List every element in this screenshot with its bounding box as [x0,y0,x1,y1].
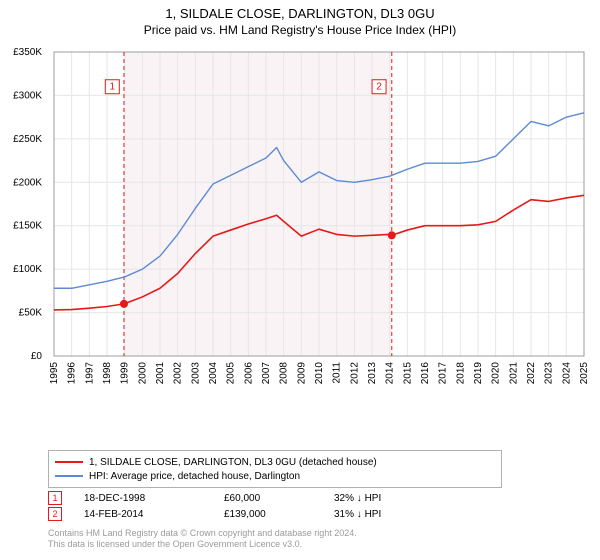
svg-text:2004: 2004 [208,362,219,385]
svg-text:1997: 1997 [84,362,95,385]
svg-text:2011: 2011 [332,362,343,384]
svg-text:2007: 2007 [261,362,272,385]
sale-row: 2 14-FEB-2014£139,00031% ↓ HPI [48,506,454,522]
legend-label: 1, SILDALE CLOSE, DARLINGTON, DL3 0GU (d… [89,457,377,468]
svg-text:2020: 2020 [491,362,502,385]
legend: 1, SILDALE CLOSE, DARLINGTON, DL3 0GU (d… [48,450,502,488]
svg-text:2000: 2000 [137,362,148,385]
svg-text:£0: £0 [31,351,43,362]
svg-text:2006: 2006 [243,362,254,385]
sale-marker-num: 2 [48,507,62,521]
sale-pct-vs-hpi: 31% ↓ HPI [334,509,454,520]
svg-text:2017: 2017 [438,362,449,385]
legend-item: 1, SILDALE CLOSE, DARLINGTON, DL3 0GU (d… [55,455,495,469]
svg-text:2019: 2019 [473,362,484,385]
svg-text:2014: 2014 [385,362,396,385]
svg-text:£200K: £200K [13,177,42,188]
svg-text:1996: 1996 [67,362,78,385]
svg-text:2013: 2013 [367,362,378,385]
svg-text:£150K: £150K [13,221,42,232]
svg-text:1999: 1999 [120,362,131,385]
svg-text:£350K: £350K [13,47,42,58]
title-subtitle: Price paid vs. HM Land Registry's House … [0,23,600,37]
legend-item: HPI: Average price, detached house, Darl… [55,469,495,483]
svg-text:2005: 2005 [226,362,237,385]
sale-price: £139,000 [224,509,334,520]
svg-text:£50K: £50K [19,308,43,319]
svg-text:£100K: £100K [13,264,42,275]
sale-marker-num: 1 [48,491,62,505]
sale-date: 14-FEB-2014 [84,509,224,520]
title-address: 1, SILDALE CLOSE, DARLINGTON, DL3 0GU [0,6,600,21]
sale-price: £60,000 [224,493,334,504]
svg-text:2008: 2008 [279,362,290,385]
sale-date: 18-DEC-1998 [84,493,224,504]
svg-text:2016: 2016 [420,362,431,385]
svg-text:2009: 2009 [296,362,307,385]
svg-text:2015: 2015 [402,362,413,385]
legend-swatch [55,461,83,463]
sale-pct-vs-hpi: 32% ↓ HPI [334,493,454,504]
svg-text:2025: 2025 [579,362,590,385]
svg-text:£250K: £250K [13,134,42,145]
license-line2: This data is licensed under the Open Gov… [48,539,357,550]
svg-text:1998: 1998 [102,362,113,385]
svg-text:2010: 2010 [314,362,325,385]
legend-label: HPI: Average price, detached house, Darl… [89,471,300,482]
license-line1: Contains HM Land Registry data © Crown c… [48,528,357,539]
svg-text:2003: 2003 [190,362,201,385]
svg-text:2001: 2001 [155,362,166,385]
svg-text:1: 1 [110,82,116,93]
license-text: Contains HM Land Registry data © Crown c… [48,528,357,551]
svg-text:2022: 2022 [526,362,537,385]
svg-text:2: 2 [376,82,382,93]
svg-text:2018: 2018 [455,362,466,385]
title-block: 1, SILDALE CLOSE, DARLINGTON, DL3 0GU Pr… [0,0,600,37]
svg-text:1995: 1995 [49,362,60,385]
legend-swatch [55,475,83,477]
svg-text:2023: 2023 [544,362,555,385]
svg-text:2024: 2024 [561,362,572,385]
svg-text:2002: 2002 [173,362,184,385]
price-chart: £0£50K£100K£150K£200K£250K£300K£350K1995… [48,48,588,398]
chart-container: 1, SILDALE CLOSE, DARLINGTON, DL3 0GU Pr… [0,0,600,560]
svg-text:£300K: £300K [13,90,42,101]
sale-row: 1 18-DEC-1998£60,00032% ↓ HPI [48,490,454,506]
sales-table: 1 18-DEC-1998£60,00032% ↓ HPI 2 14-FEB-2014… [48,490,454,522]
svg-text:2012: 2012 [349,362,360,385]
svg-text:2021: 2021 [508,362,519,385]
